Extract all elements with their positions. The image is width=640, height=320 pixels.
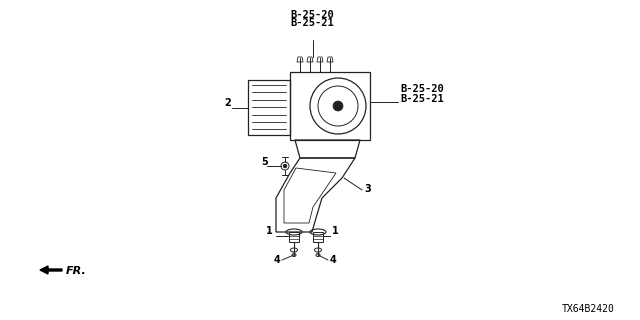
Text: 1: 1 xyxy=(332,226,339,236)
Circle shape xyxy=(333,101,343,111)
Text: B-25-21: B-25-21 xyxy=(400,94,444,104)
Text: 4: 4 xyxy=(330,255,337,265)
FancyArrow shape xyxy=(40,266,62,274)
Text: B-25-20: B-25-20 xyxy=(290,10,333,20)
Text: B-25-20: B-25-20 xyxy=(400,84,444,94)
Text: 4: 4 xyxy=(274,255,281,265)
Text: 1: 1 xyxy=(266,226,273,236)
Text: 5: 5 xyxy=(261,157,268,167)
Text: 2: 2 xyxy=(224,98,231,108)
Text: TX64B2420: TX64B2420 xyxy=(562,304,615,314)
Circle shape xyxy=(284,164,287,167)
Text: FR.: FR. xyxy=(66,266,87,276)
Text: 3: 3 xyxy=(364,184,371,194)
Text: B-25-21: B-25-21 xyxy=(290,18,333,28)
